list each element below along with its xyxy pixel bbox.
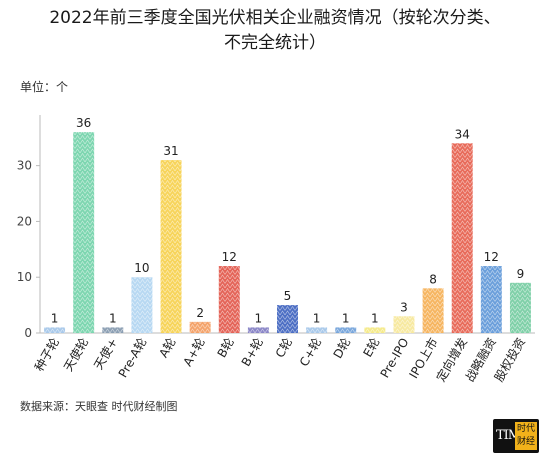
bar-14 xyxy=(451,143,473,333)
category-label: A+轮 xyxy=(180,336,207,369)
category-label: B轮 xyxy=(215,336,237,361)
data-label: 34 xyxy=(455,127,470,141)
category-label: Pre-A轮 xyxy=(116,336,150,381)
unit-label: 单位：个 xyxy=(20,80,69,94)
bar-6 xyxy=(218,266,240,333)
data-label: 1 xyxy=(313,311,321,325)
logo-brand-text: 时代财经 xyxy=(515,422,537,450)
data-label: 1 xyxy=(109,311,117,325)
category-label: E轮 xyxy=(361,336,383,360)
data-label: 12 xyxy=(222,250,237,264)
category-label: C+轮 xyxy=(297,336,324,369)
bar-0 xyxy=(44,327,66,333)
bar-13 xyxy=(422,288,444,333)
data-label: 8 xyxy=(429,272,437,286)
bar-3 xyxy=(131,277,153,333)
chart-title: 2022年前三季度全国光伏相关企业融资情况（按轮次分类、 不完全统计） xyxy=(0,6,550,56)
data-label: 9 xyxy=(517,267,525,281)
bar-16 xyxy=(509,282,531,333)
bar-15 xyxy=(480,266,502,333)
source-note: 数据来源：天眼查 时代财经制图 xyxy=(20,400,178,413)
bar-1 xyxy=(73,132,95,333)
data-label: 36 xyxy=(76,116,91,130)
bar-chart: 01020301种子轮36天使轮1天使+10Pre-A轮31A轮2A+轮12B轮… xyxy=(17,115,535,384)
data-label: 10 xyxy=(134,261,149,275)
bar-12 xyxy=(393,316,415,333)
data-label: 1 xyxy=(371,311,379,325)
category-label: D轮 xyxy=(331,336,354,361)
y-tick-label: 10 xyxy=(17,270,32,284)
category-label: 种子轮 xyxy=(32,336,62,374)
chart-title-line1: 2022年前三季度全国光伏相关企业融资情况（按轮次分类、 xyxy=(49,8,501,28)
y-tick-label: 20 xyxy=(17,214,32,228)
bar-4 xyxy=(160,160,182,333)
y-tick-label: 30 xyxy=(17,159,32,173)
bar-9 xyxy=(306,327,328,333)
bar-8 xyxy=(277,305,298,333)
data-label: 2 xyxy=(196,306,204,320)
category-label: A轮 xyxy=(156,336,178,361)
data-label: 12 xyxy=(484,250,499,264)
publisher-logo: TIME 时代财经 xyxy=(493,419,539,453)
chart-title-line2: 不完全统计） xyxy=(224,33,326,53)
bar-2 xyxy=(102,327,124,333)
data-label: 31 xyxy=(163,144,178,158)
category-label: 天使轮 xyxy=(60,335,91,374)
data-label: 3 xyxy=(400,300,408,314)
data-label: 5 xyxy=(284,289,292,303)
bar-5 xyxy=(189,321,211,333)
data-label: 1 xyxy=(255,311,263,325)
y-tick-label: 0 xyxy=(24,326,32,340)
data-label: 1 xyxy=(342,311,350,325)
category-label: 天使+ xyxy=(90,335,120,372)
category-label: B+轮 xyxy=(239,336,266,369)
category-label: C轮 xyxy=(273,336,295,361)
bar-10 xyxy=(335,327,357,333)
bar-11 xyxy=(364,327,386,333)
bar-7 xyxy=(247,327,269,333)
data-label: 1 xyxy=(51,311,59,325)
